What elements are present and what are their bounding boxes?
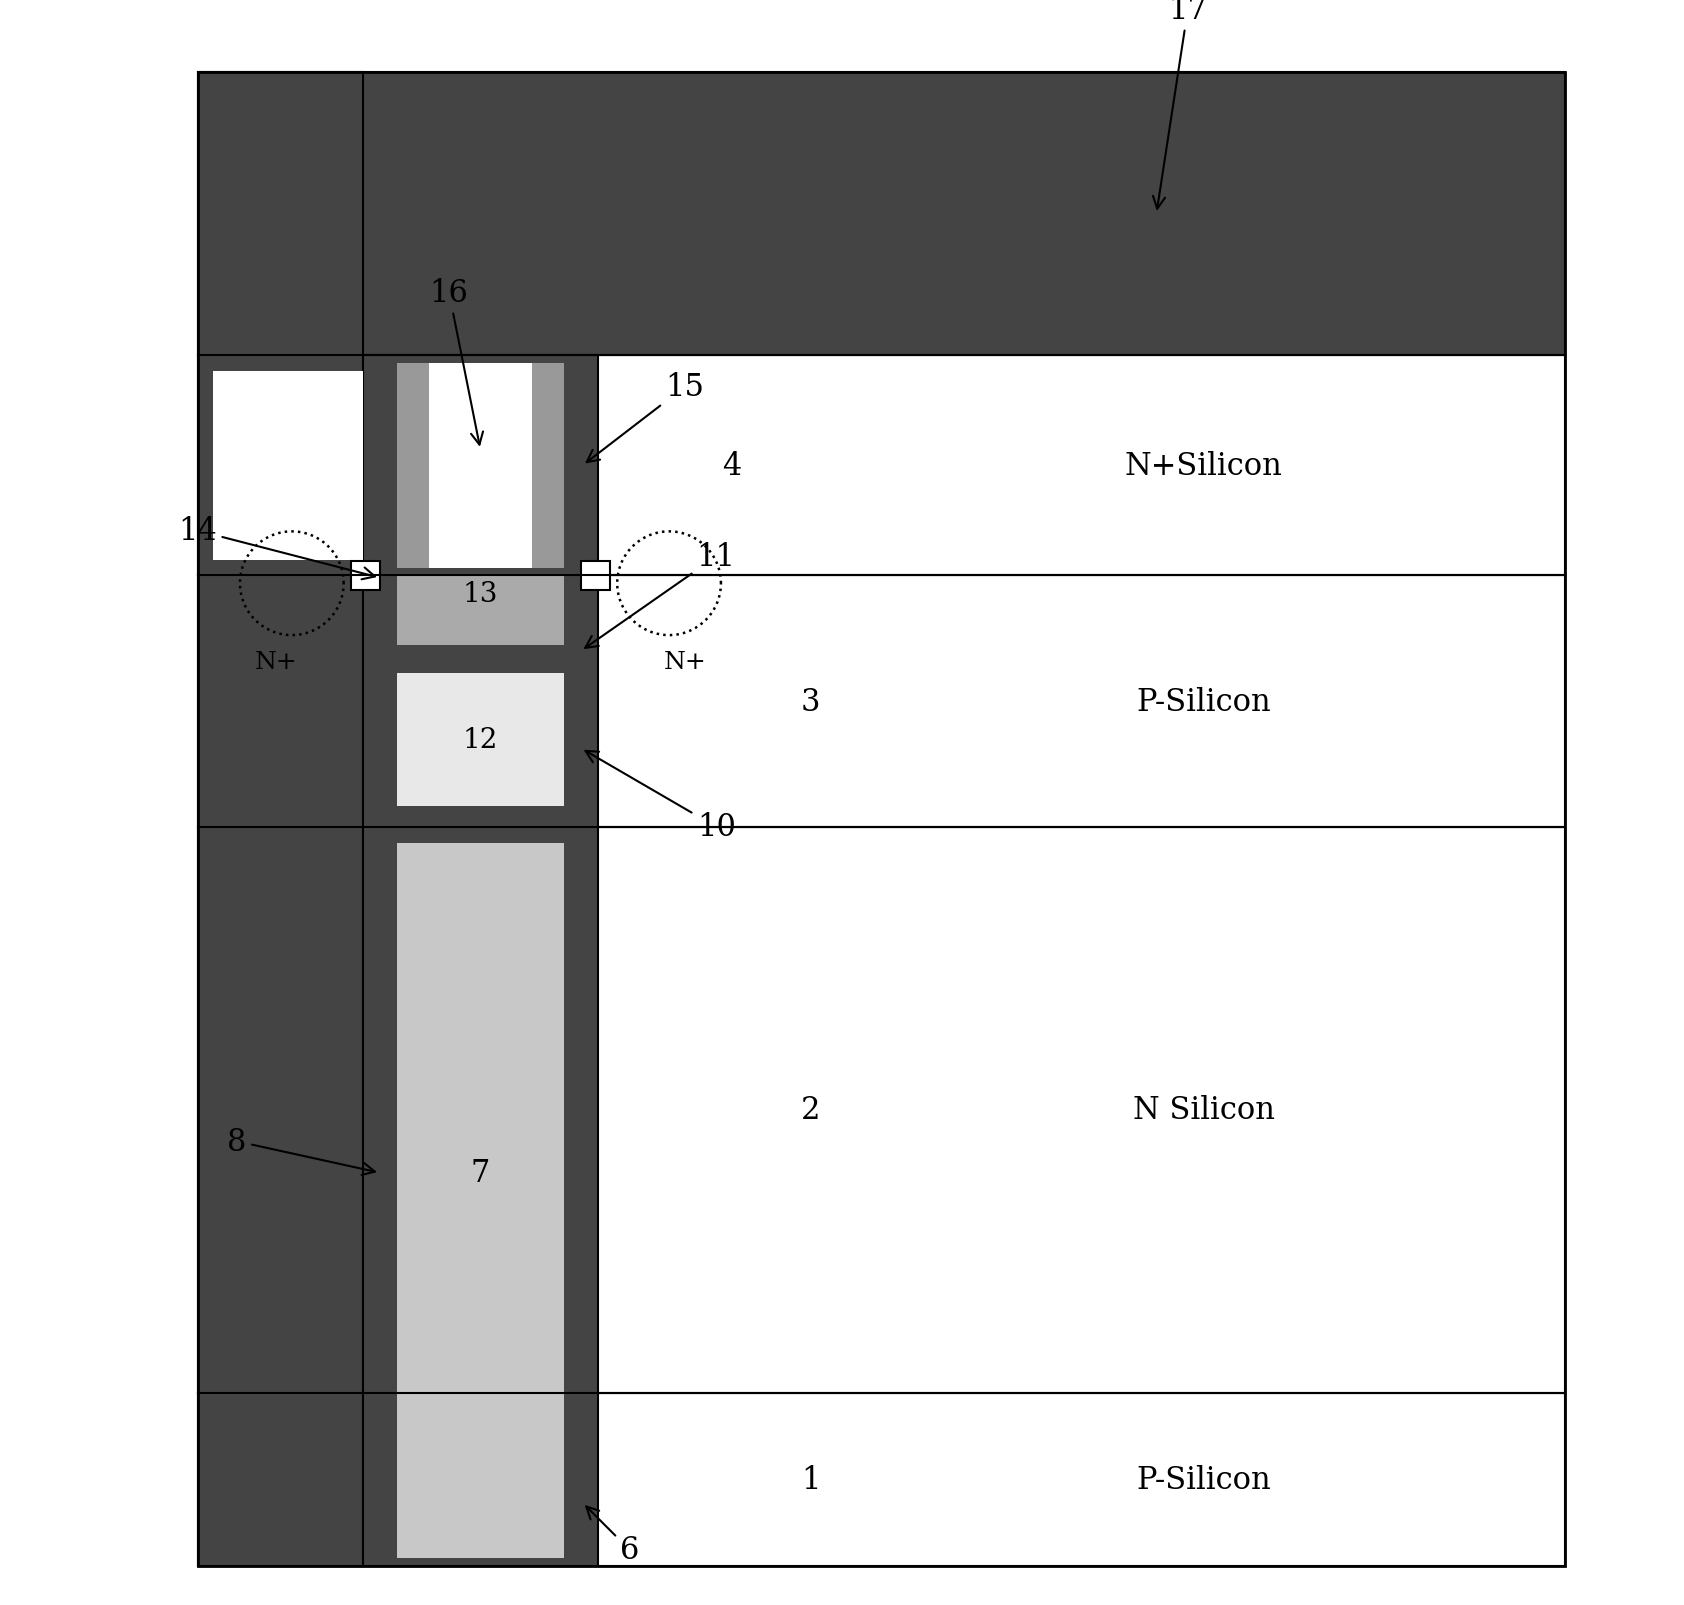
Text: 15: 15 [586,372,704,462]
Text: 3: 3 [802,687,820,717]
Text: P-Silicon: P-Silicon [1137,1464,1271,1494]
Bar [197,356,1564,576]
Bar [428,364,532,568]
Bar [197,74,1564,356]
Text: N+Silicon: N+Silicon [1125,451,1283,482]
Bar [397,542,564,576]
Bar [214,372,362,560]
Bar [197,74,1564,1566]
Text: 12: 12 [463,727,498,754]
Bar [197,827,1564,1393]
Text: N+: N+ [663,652,706,674]
Bar [397,843,564,1558]
Bar [352,562,379,591]
Text: 10: 10 [586,751,736,843]
Text: 1: 1 [802,1464,820,1494]
Text: 7: 7 [472,1157,490,1188]
Text: 11: 11 [586,541,736,648]
Text: 4: 4 [722,451,741,482]
Bar [397,645,564,674]
Text: N Silicon: N Silicon [1133,1095,1275,1125]
Bar [197,576,1564,827]
Bar [397,542,564,645]
Bar [397,807,564,835]
Bar [397,674,564,807]
Text: N+: N+ [254,652,298,674]
Text: 13: 13 [463,581,498,608]
Bar [197,74,362,1566]
Bar [362,356,598,1566]
Bar [581,562,610,591]
Bar [532,364,564,568]
Text: 8: 8 [227,1127,376,1175]
Text: 16: 16 [429,278,483,445]
Bar [397,364,428,568]
Text: 6: 6 [586,1507,640,1565]
Text: P-Silicon: P-Silicon [1137,687,1271,717]
Text: 2: 2 [802,1095,820,1125]
Text: 17: 17 [1154,0,1207,210]
Text: 14: 14 [179,515,376,579]
Bar [197,1393,1564,1566]
